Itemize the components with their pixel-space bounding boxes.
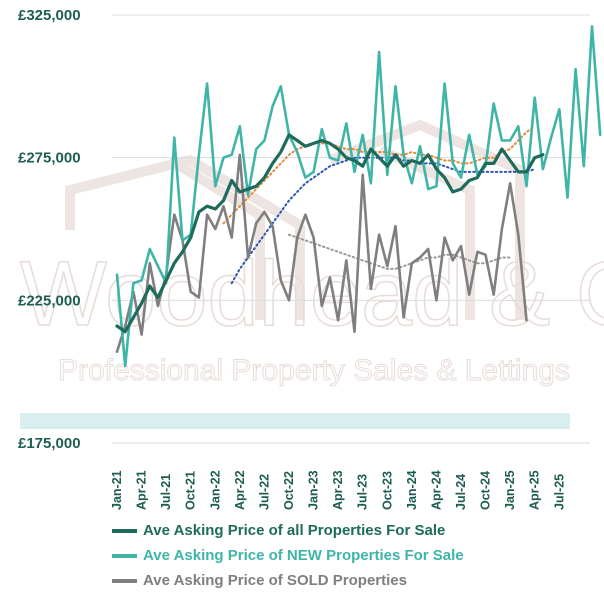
x-tick-label: Jan-21 <box>110 470 124 510</box>
y-tick-label: £225,000 <box>18 292 81 309</box>
x-tick-label: Jul-24 <box>454 474 468 510</box>
watermark-band <box>20 413 570 429</box>
series-line-0 <box>115 133 545 334</box>
watermark-line1: Woodhead & Co <box>20 243 604 345</box>
legend-label: Ave Asking Price of all Properties For S… <box>143 522 446 539</box>
x-tick-label: Jan-23 <box>307 470 321 510</box>
legend-swatch <box>112 528 137 533</box>
x-tick-label: Oct-24 <box>479 471 493 510</box>
y-tick-label: £275,000 <box>18 150 81 167</box>
x-tick-label: Jul-22 <box>257 474 271 510</box>
x-tick-label: Jan-25 <box>503 470 517 510</box>
legend-label: Ave Asking Price of SOLD Properties <box>143 572 407 589</box>
x-tick-label: Apr-21 <box>135 470 149 510</box>
x-tick-label: Oct-22 <box>282 471 296 510</box>
x-tick-label: Jan-22 <box>208 470 222 510</box>
series-line-4 <box>230 156 536 285</box>
y-axis: £175,000 £225,000 £275,000 £325,000 <box>18 7 81 452</box>
x-tick-label: Oct-23 <box>380 471 394 510</box>
watermark: Woodhead & Co Professional Property Sale… <box>19 119 604 429</box>
x-tick-label: Oct-21 <box>184 471 198 510</box>
x-tick-label: Apr-24 <box>429 470 443 510</box>
legend-item: Ave Asking Price of SOLD Properties <box>112 568 464 593</box>
watermark-house-icon <box>65 119 525 320</box>
x-axis: Jan-21 Apr-21 Jul-21 Oct-21 Jan-22 Apr-22 Jul-… <box>110 470 566 510</box>
x-tick-label: Jul-23 <box>356 474 370 510</box>
series-group <box>115 25 602 368</box>
legend-item: Ave Asking Price of all Properties For S… <box>112 518 464 543</box>
x-tick-label: Jul-21 <box>159 474 173 510</box>
x-tick-label: Apr-22 <box>233 470 247 510</box>
x-tick-label: Apr-25 <box>528 470 542 510</box>
legend-swatch <box>112 553 137 558</box>
y-tick-label: £325,000 <box>18 7 81 24</box>
series-line-3 <box>222 125 536 225</box>
watermark-line2: Professional Property Sales & Lettings <box>58 354 570 387</box>
legend: Ave Asking Price of all Properties For S… <box>112 518 464 593</box>
series-line-1 <box>115 25 602 368</box>
x-tick-label: Jan-24 <box>405 470 419 510</box>
x-tick-label: Jul-25 <box>552 474 566 510</box>
legend-item: Ave Asking Price of NEW Properties For S… <box>112 543 464 568</box>
x-tick-label: Apr-23 <box>331 470 345 510</box>
legend-swatch <box>112 578 137 583</box>
y-tick-label: £175,000 <box>18 435 81 452</box>
legend-label: Ave Asking Price of NEW Properties For S… <box>143 547 464 564</box>
series-line-2 <box>115 153 528 354</box>
